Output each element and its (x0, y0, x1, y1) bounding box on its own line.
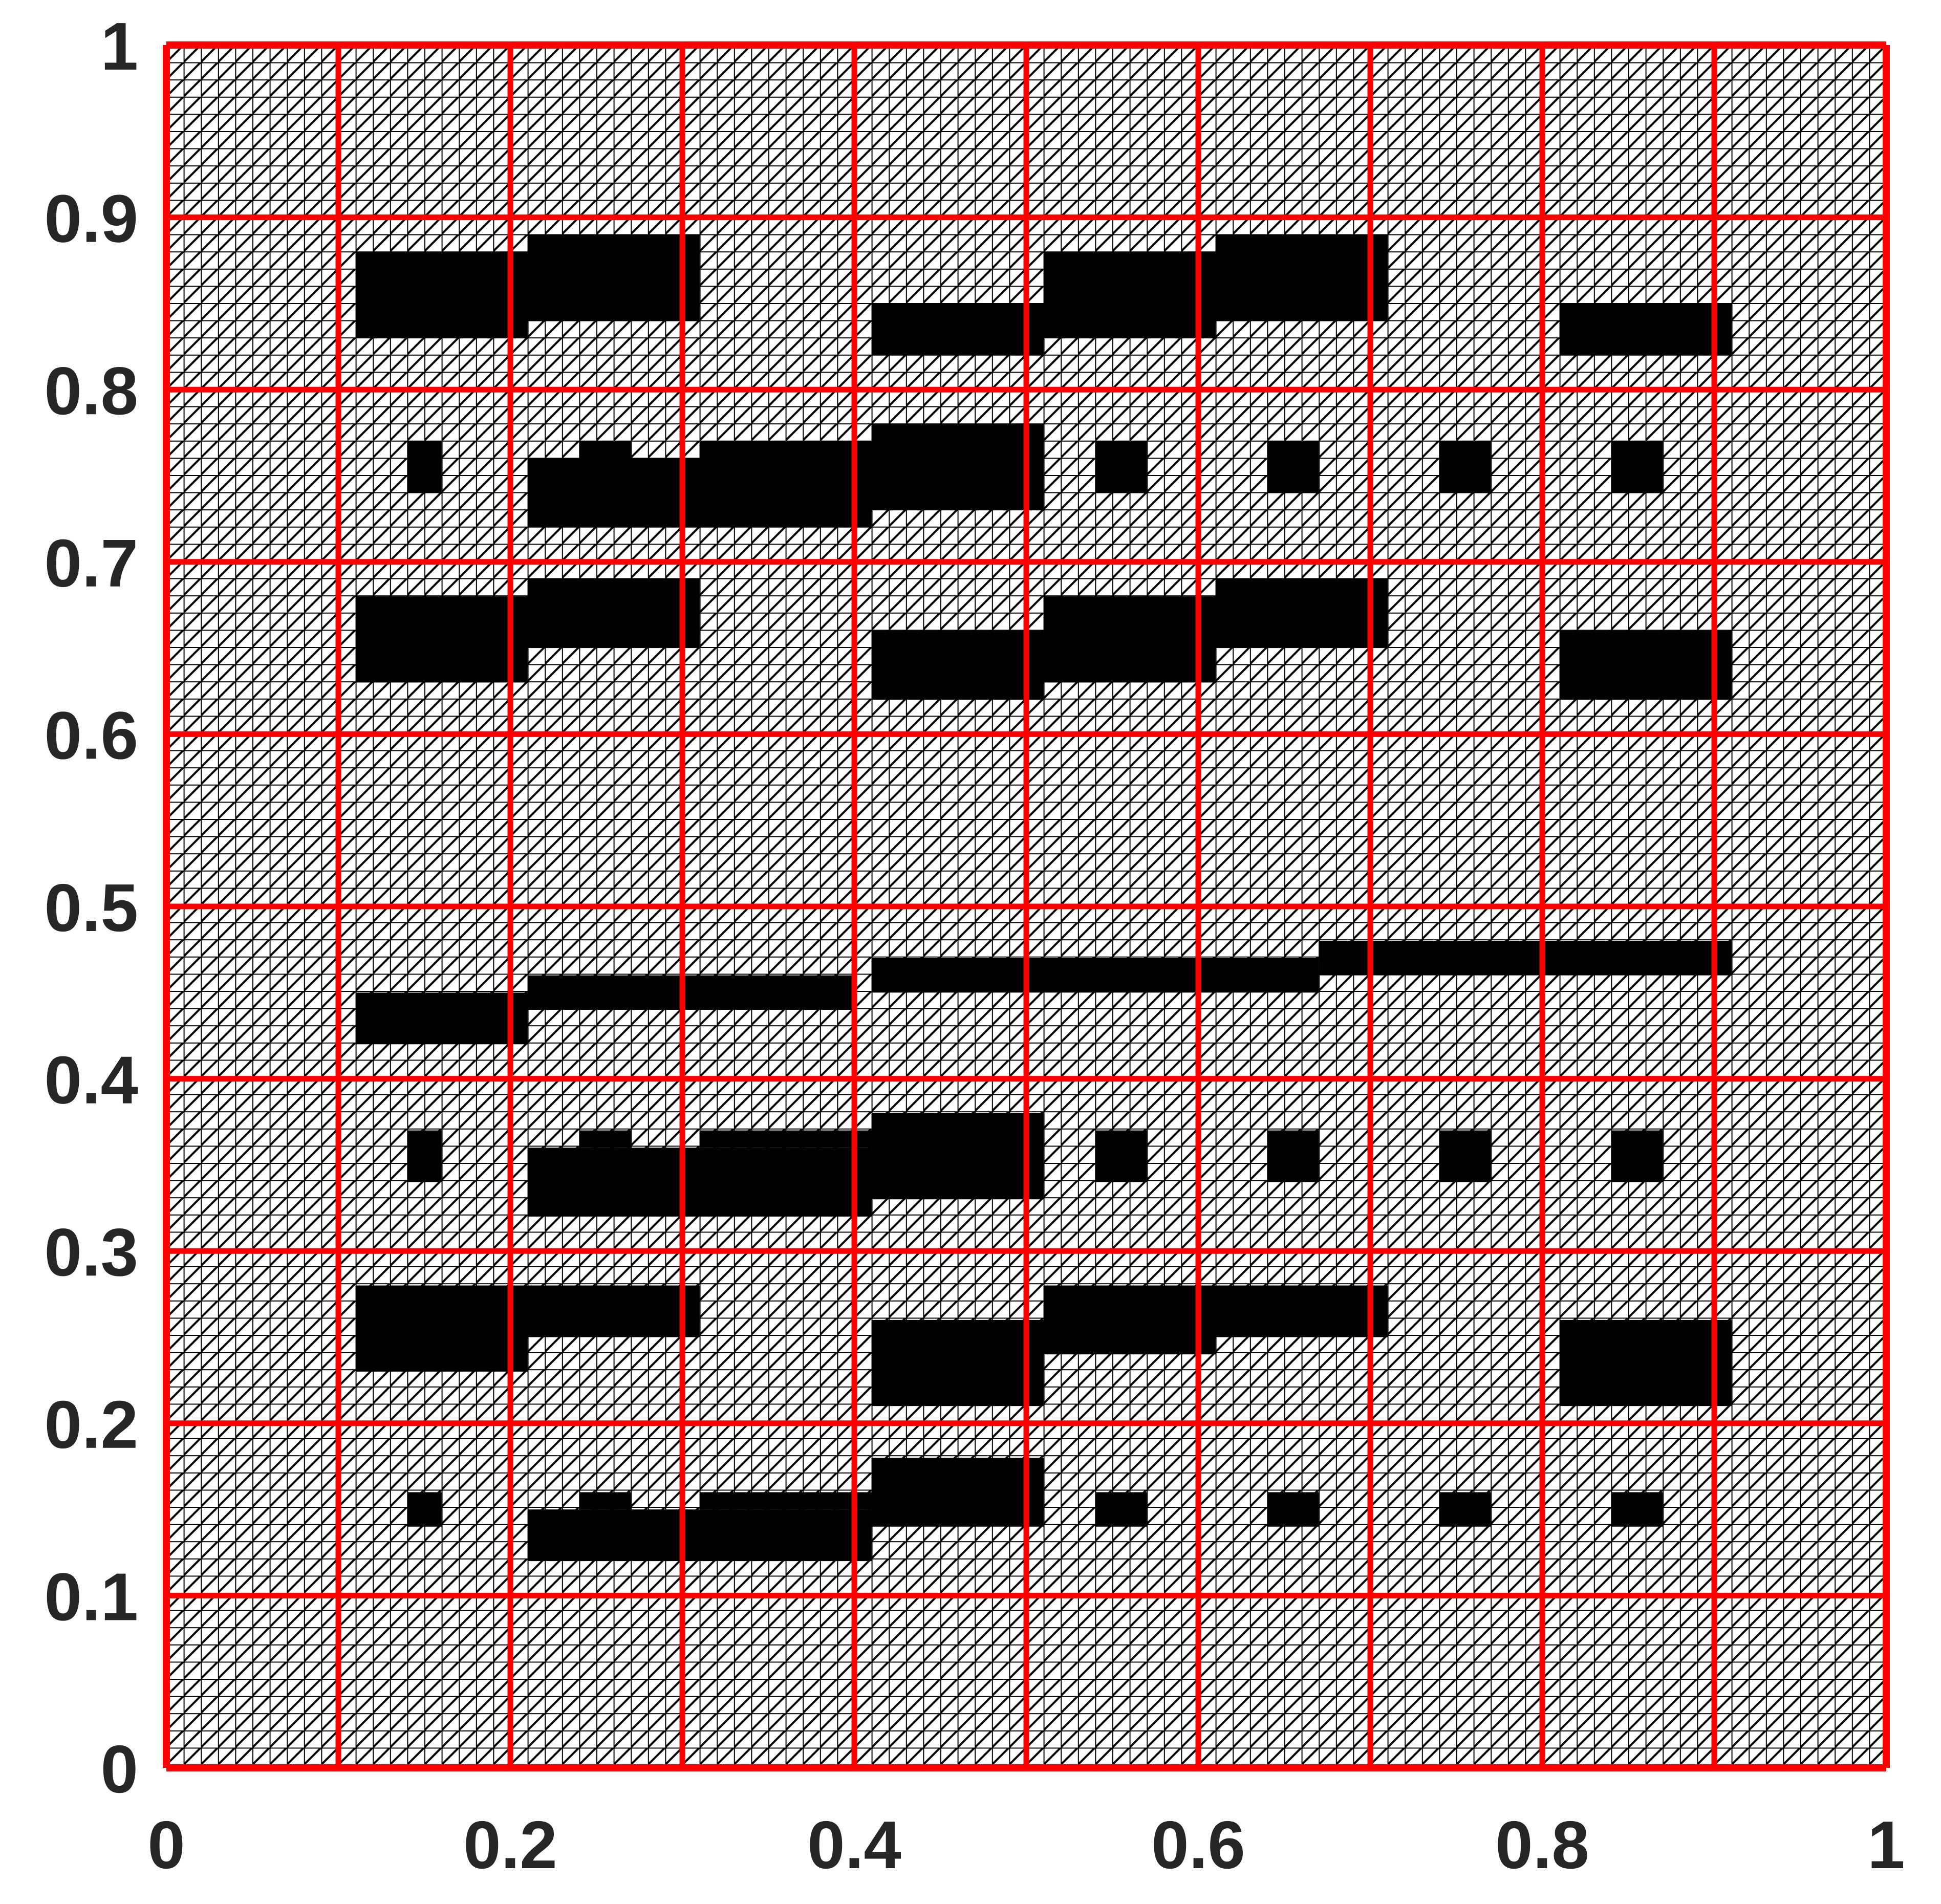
inclusion-47 (1439, 1492, 1491, 1527)
inclusion-26 (527, 1148, 872, 1217)
inclusion-15 (355, 596, 528, 683)
inclusion-13 (1439, 441, 1491, 493)
inclusion-36 (871, 1319, 1044, 1407)
inclusion-42 (579, 1492, 631, 1510)
inclusion-0 (355, 251, 528, 338)
inclusion-48 (1611, 1492, 1663, 1527)
inclusion-16 (527, 579, 700, 648)
y-tick-label: 1 (101, 9, 138, 84)
inclusion-2 (871, 303, 1044, 355)
inclusion-17 (871, 631, 1044, 700)
inclusion-7 (527, 458, 872, 528)
inclusion-21 (355, 992, 528, 1045)
inclusion-25 (407, 1130, 442, 1182)
y-tick-label: 0.4 (45, 1043, 139, 1118)
x-tick-label: 0.4 (807, 1807, 901, 1883)
y-tick-label: 0 (101, 1732, 138, 1807)
inclusion-6 (407, 441, 442, 493)
inclusion-10 (871, 424, 1044, 510)
y-axis-tick-labels: 0 0.1 0.2 0.3 0.4 0.5 0.6 0.7 0.8 0.9 1 (45, 9, 139, 1807)
inclusion-1 (527, 234, 700, 321)
inclusion-5 (1559, 303, 1732, 355)
inclusion-35 (527, 1285, 700, 1337)
inclusion-29 (871, 1113, 1044, 1200)
inclusion-14 (1611, 441, 1663, 493)
inclusion-23 (871, 958, 1319, 993)
inclusion-45 (1095, 1492, 1147, 1527)
inclusion-37 (1043, 1285, 1216, 1355)
inclusion-11 (1095, 441, 1147, 493)
inclusion-43 (699, 1492, 872, 1510)
inclusion-34 (355, 1285, 528, 1372)
inclusion-9 (699, 441, 872, 459)
inclusion-19 (1215, 579, 1388, 648)
inclusion-27 (579, 1130, 631, 1148)
inclusion-39 (1559, 1319, 1732, 1407)
inclusion-20 (1559, 631, 1732, 700)
x-axis-tick-labels: 0 0.2 0.4 0.6 0.8 1 (147, 1807, 1905, 1883)
inclusion-18 (1043, 596, 1216, 683)
x-tick-label: 0.2 (463, 1807, 557, 1883)
inclusion-3 (1043, 251, 1216, 338)
inclusion-46 (1267, 1492, 1319, 1527)
inclusion-22 (527, 975, 854, 1010)
y-tick-label: 0.9 (45, 181, 139, 256)
y-tick-label: 0.3 (45, 1215, 139, 1290)
inclusion-44 (871, 1458, 1044, 1527)
coarse-grid-layer (163, 41, 1890, 1771)
y-tick-label: 0.5 (45, 870, 139, 945)
x-tick-label: 0.6 (1151, 1807, 1245, 1883)
y-tick-label: 0.2 (45, 1387, 139, 1462)
x-tick-label: 0.8 (1495, 1807, 1589, 1883)
inclusion-31 (1267, 1130, 1319, 1182)
y-tick-label: 0.1 (45, 1559, 139, 1634)
inclusion-24 (1319, 941, 1732, 976)
x-tick-label: 1 (1867, 1807, 1905, 1883)
inclusion-41 (527, 1509, 872, 1562)
inclusion-38 (1215, 1285, 1388, 1337)
y-tick-label: 0.6 (45, 698, 139, 773)
inclusions-layer (355, 234, 1732, 1562)
inclusion-4 (1215, 234, 1388, 321)
inclusion-8 (579, 441, 631, 459)
y-tick-label: 0.7 (45, 526, 139, 601)
inclusion-32 (1439, 1130, 1491, 1182)
y-tick-label: 0.8 (45, 353, 139, 428)
inclusion-33 (1611, 1130, 1663, 1182)
inclusion-12 (1267, 441, 1319, 493)
inclusion-30 (1095, 1130, 1147, 1182)
inclusion-40 (407, 1492, 442, 1527)
x-tick-label: 0 (147, 1807, 185, 1883)
inclusion-28 (699, 1130, 872, 1148)
